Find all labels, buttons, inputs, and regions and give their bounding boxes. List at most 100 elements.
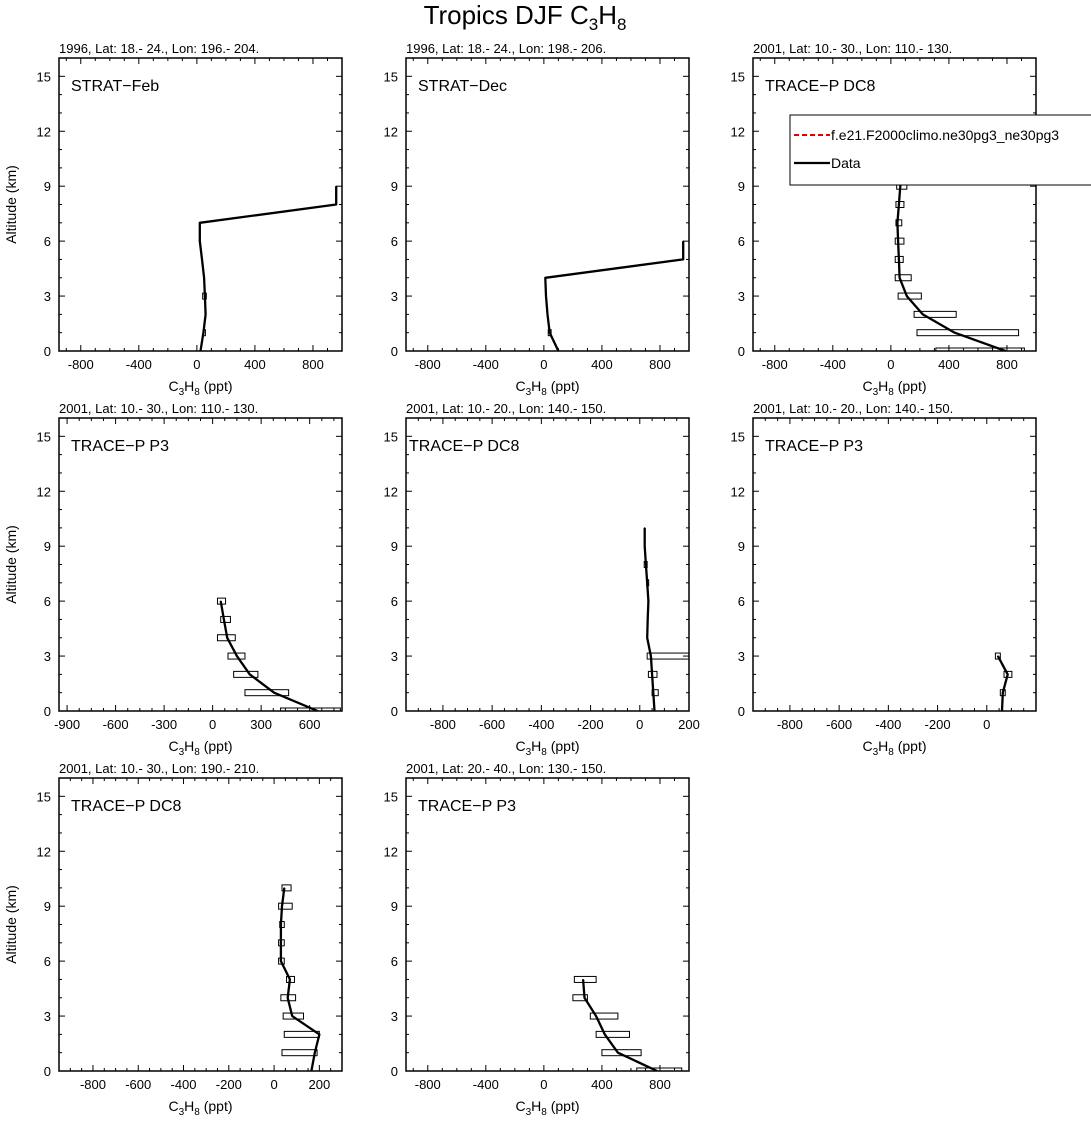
- error-bar: [646, 652, 689, 660]
- data-layer: [572, 975, 683, 1071]
- campaign-label: TRACE−P DC8: [409, 438, 520, 455]
- campaign-label: TRACE−P P3: [71, 438, 169, 455]
- y-tick-label: 0: [391, 1064, 398, 1079]
- error-bar: [572, 994, 588, 1002]
- chart-panel-7: 2001, Lat: 10.- 30., Lon: 190.- 210. 0 3 6 9…: [3, 761, 343, 1118]
- x-axis-label: C3H8 (ppt): [168, 1098, 232, 1118]
- error-bar: [220, 615, 231, 623]
- y-tick-label: 9: [391, 899, 398, 914]
- x-tick-label: -200: [216, 1077, 242, 1092]
- x-tick-label: 400: [591, 357, 613, 372]
- x-tick-label: -800: [762, 357, 788, 372]
- data-point: [1002, 692, 1004, 694]
- data-series-line: [581, 979, 658, 1071]
- y-tick-label: 3: [391, 289, 398, 304]
- plot-frame: [58, 57, 343, 352]
- campaign-label: TRACE−P DC8: [765, 78, 876, 95]
- chart-panel-5: 2001, Lat: 10.- 20., Lon: 140.- 150. 0 3 6 9…: [384, 401, 700, 758]
- x-tick-label: 0: [209, 717, 216, 732]
- x-tick-label: -600: [826, 717, 852, 732]
- data-point: [249, 673, 251, 675]
- error-bar: [281, 884, 292, 892]
- data-point: [314, 1052, 316, 1054]
- y-tick-label: 6: [391, 954, 398, 969]
- data-point: [199, 240, 201, 242]
- chart-panel-8: 2001, Lat: 20.- 40., Lon: 130.- 150. 0 3 6 9…: [384, 761, 690, 1118]
- chart-panel-2: 1996, Lat: 18.- 24., Lon: 198.- 206. 0 3 6 9…: [384, 41, 690, 398]
- figure-title: Tropics DJF C3H8: [0, 0, 1050, 35]
- x-tick-label: 800: [649, 357, 671, 372]
- y-tick-label: 0: [44, 1064, 51, 1079]
- data-point: [898, 203, 900, 206]
- data-layer: [994, 652, 1013, 711]
- panel-title: 1996, Lat: 18.- 24., Lon: 196.- 204.: [59, 41, 259, 56]
- x-axis-label: C3H8 (ppt): [515, 1098, 579, 1118]
- x-tick-label: -400: [875, 717, 901, 732]
- data-point: [287, 997, 289, 999]
- y-tick-label: 6: [738, 234, 745, 249]
- y-tick-label: 3: [738, 649, 745, 664]
- x-tick-label: -400: [171, 1077, 197, 1092]
- y-tick-label: 3: [738, 289, 745, 304]
- x-tick-label: 200: [678, 717, 700, 732]
- data-point: [646, 582, 648, 584]
- plot-frame: [58, 417, 343, 712]
- y-tick-label: 15: [731, 429, 745, 444]
- data-point: [595, 1015, 597, 1017]
- data-point: [220, 600, 222, 602]
- x-axis-label: C3H8 (ppt): [168, 378, 232, 398]
- x-tick-label: 300: [250, 717, 272, 732]
- x-tick-label: -300: [151, 717, 177, 732]
- data-point: [647, 600, 649, 602]
- data-series-line: [643, 527, 656, 711]
- chart-panel-3: 2001, Lat: 10.- 30., Lon: 110.- 130. 0 3 6 9…: [731, 41, 1091, 398]
- plot-frame: [405, 57, 690, 352]
- x-tick-label: 200: [309, 1077, 331, 1092]
- x-tick-label: 400: [244, 357, 266, 372]
- campaign-label: STRAT−Dec: [418, 78, 507, 95]
- y-tick-label: 15: [37, 429, 51, 444]
- campaign-label: STRAT−Feb: [71, 78, 159, 95]
- data-point: [997, 655, 999, 657]
- error-bar: [233, 670, 259, 678]
- x-tick-label: 400: [938, 357, 960, 372]
- data-series-line: [996, 655, 1009, 711]
- data-point: [318, 1033, 320, 1035]
- plot-frame: [405, 417, 690, 712]
- error-bar: [994, 652, 1001, 660]
- data-point: [898, 277, 901, 279]
- x-tick-label: 600: [299, 717, 321, 732]
- y-tick-label: 9: [391, 539, 398, 554]
- data-series-line: [219, 600, 319, 711]
- data-point: [604, 1033, 606, 1035]
- x-tick-label: -800: [80, 1077, 106, 1092]
- y-tick-label: 0: [738, 704, 745, 719]
- x-tick-label: -200: [578, 717, 604, 732]
- y-tick-label: 3: [44, 1009, 51, 1024]
- x-axis-label: C3H8 (ppt): [862, 378, 926, 398]
- panel-title: 1996, Lat: 18.- 24., Lon: 198.- 206.: [406, 41, 606, 56]
- error-bar: [283, 1030, 320, 1038]
- x-tick-label: 800: [649, 1077, 671, 1092]
- x-tick-label: 0: [270, 1077, 277, 1092]
- x-tick-label: -600: [479, 717, 505, 732]
- error-bar: [595, 1030, 630, 1038]
- y-tick-label: 3: [391, 649, 398, 664]
- data-point: [647, 618, 649, 621]
- x-tick-label: 0: [887, 357, 894, 372]
- legend-model-label: f.e21.F2000climo.ne30pg3_ne30pg3: [831, 127, 1059, 143]
- data-point: [199, 222, 201, 224]
- error-bar: [282, 1012, 305, 1020]
- y-tick-label: 9: [44, 179, 51, 194]
- error-bar: [913, 310, 957, 318]
- x-tick-label: 0: [193, 357, 200, 372]
- chart-panel-4: 2001, Lat: 10.- 30., Lon: 110.- 130. 0 3 6 9…: [3, 401, 343, 758]
- y-tick-label: 15: [37, 69, 51, 84]
- y-axis-label: Altitude (km): [3, 885, 19, 964]
- data-point: [203, 277, 205, 279]
- chart-panel-6: 2001, Lat: 10.- 20., Lon: 140.- 150. 0 3 6 9…: [731, 401, 1037, 758]
- y-tick-label: 12: [384, 484, 398, 499]
- data-layer: [198, 185, 338, 351]
- y-tick-label: 3: [391, 1009, 398, 1024]
- data-point: [283, 887, 285, 889]
